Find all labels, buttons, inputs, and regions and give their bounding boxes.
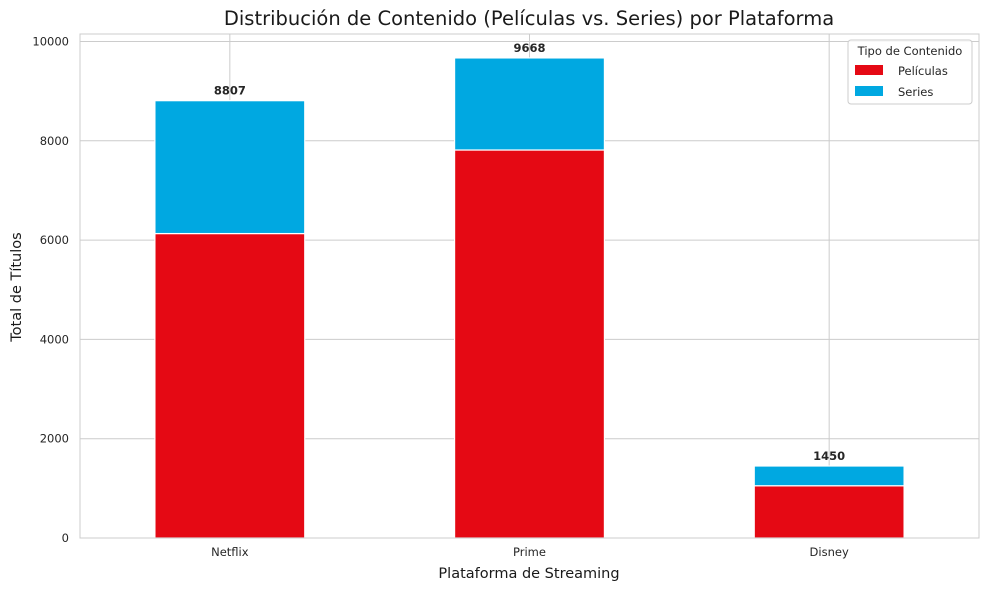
x-tick-label: Prime — [513, 545, 546, 559]
y-tick-label: 6000 — [40, 233, 69, 247]
legend-swatch-peliculas — [855, 65, 883, 75]
legend-label-series: Series — [898, 85, 933, 99]
x-axis-title: Plataforma de Streaming — [438, 566, 619, 582]
y-tick-label: 10000 — [32, 34, 69, 48]
x-tick-label: Disney — [810, 545, 849, 559]
total-labels: 8807 9668 1450 — [214, 41, 845, 463]
bar-segment-pel-culas — [753, 485, 905, 539]
y-axis-title: Total de Títulos — [9, 232, 25, 342]
plot-border — [79, 33, 980, 539]
bars — [154, 57, 905, 539]
legend-label-peliculas: Películas — [898, 64, 948, 78]
y-tick-label: 0 — [62, 531, 69, 545]
legend-title: Tipo de Contenido — [857, 44, 963, 58]
chart-title: Distribución de Contenido (Películas vs.… — [224, 7, 834, 30]
bar-total-label: 1450 — [813, 449, 845, 463]
y-tick-label: 2000 — [40, 432, 69, 446]
legend-swatch-series — [855, 86, 883, 96]
bar-segment-series — [453, 57, 606, 151]
bar-segment-pel-culas — [453, 149, 606, 539]
y-tick-label: 8000 — [40, 134, 69, 148]
bar-total-label: 9668 — [513, 41, 545, 55]
legend: Tipo de Contenido Películas Series — [847, 39, 973, 105]
bar-segment-series — [753, 465, 905, 487]
y-tick-label: 4000 — [40, 332, 69, 346]
bar-segment-series — [154, 100, 306, 235]
x-tick-label: Netflix — [211, 545, 249, 559]
bar-segment-pel-culas — [154, 232, 306, 539]
tick-labels: 0 2000 4000 6000 8000 10000 Netflix Prime Disney — [32, 34, 849, 559]
bar-total-label: 8807 — [214, 84, 246, 98]
plot-frame — [79, 33, 980, 539]
